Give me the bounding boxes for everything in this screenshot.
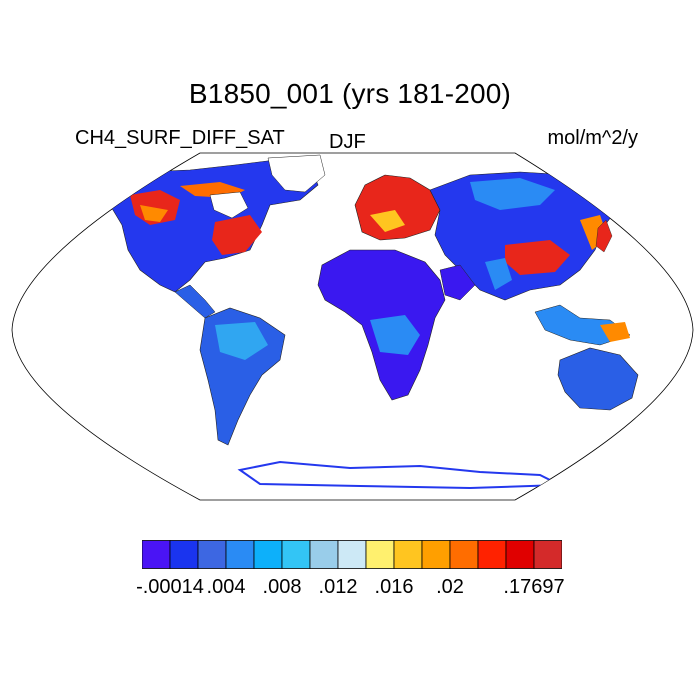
colorbar-box	[393, 540, 423, 569]
colorbar-box	[449, 540, 479, 569]
south-america-amazon	[215, 322, 268, 360]
colorbar-box	[337, 540, 367, 569]
colorbar-box	[281, 540, 311, 569]
north-america-hotspot-west	[130, 190, 180, 225]
colorbar-box	[142, 540, 171, 569]
colorbar-label-2: .004	[206, 576, 246, 598]
colorbar-box	[253, 540, 283, 569]
colorbar-box	[225, 540, 255, 569]
antarctica	[237, 460, 561, 490]
colorbar-label-7: .17697	[503, 576, 565, 598]
hudson-bay	[209, 191, 249, 219]
colorbar-box	[421, 540, 451, 569]
north-america-hotspot-east	[212, 215, 262, 255]
colorbar-label-4: .012	[318, 576, 358, 598]
season-label: DJF	[329, 131, 366, 153]
colorbar-box	[477, 540, 507, 569]
colorbar-box	[365, 540, 395, 569]
europe-yellow-patch	[370, 210, 405, 232]
colorbar-label-6: .02	[436, 576, 464, 598]
colorbar-box	[309, 540, 339, 569]
new-guinea-patch	[600, 322, 630, 342]
colorbar-boxes	[142, 540, 562, 569]
colorbar-label-1: -.00014	[136, 576, 204, 598]
colorbar-label-5: .016	[374, 576, 414, 598]
colorbar-box	[197, 540, 227, 569]
colorbar-box	[533, 540, 562, 569]
new-zealand	[651, 399, 666, 426]
north-america-hotspot-west-2	[140, 205, 168, 222]
arabian-peninsula	[439, 264, 476, 301]
africa-central-patch	[370, 315, 420, 355]
australia-landmass	[557, 347, 639, 411]
asia-hotspot-india	[485, 258, 512, 290]
variable-name-label: CH4_SURF_DIFF_SAT	[75, 127, 285, 149]
central-america	[174, 284, 216, 319]
asia-hotspot-north	[470, 178, 555, 210]
colorbar-box	[169, 540, 199, 569]
colorbar-box	[505, 540, 535, 569]
japan	[595, 219, 613, 253]
colorbar-label-3: .008	[262, 576, 302, 598]
asia-hotspot-china	[505, 240, 570, 275]
greenland	[267, 154, 326, 193]
units-label: mol/m^2/y	[547, 127, 638, 149]
plot-title: B1850_001 (yrs 181-200)	[188, 78, 512, 109]
colorbar	[142, 540, 562, 569]
